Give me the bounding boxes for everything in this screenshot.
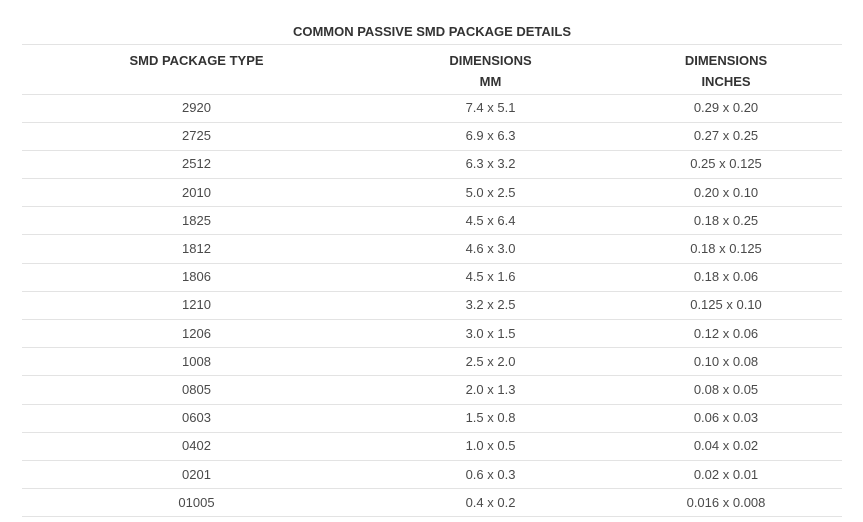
cell-package-type: 01005	[22, 488, 371, 518]
cell-dimensions-mm: 1.0 x 0.5	[371, 432, 610, 461]
cell-dimensions-mm: 3.0 x 1.5	[371, 319, 610, 349]
cell-dimensions-inches: 0.29 x 0.20	[610, 94, 842, 123]
cell-dimensions-inches: 0.20 x 0.10	[610, 178, 842, 208]
cell-package-type: 2512	[22, 150, 371, 180]
cell-dimensions-mm: 6.3 x 3.2	[371, 150, 610, 180]
cell-dimensions-mm: 0.4 x 0.2	[371, 488, 610, 518]
cell-package-type: 0805	[22, 375, 371, 405]
cell-dimensions-mm: 4.5 x 1.6	[371, 263, 610, 292]
cell-package-type: 0402	[22, 432, 371, 461]
header-row: SMD PACKAGE TYPE DIMENSIONS MM DIMENSION…	[22, 45, 842, 95]
cell-dimensions-inches: 0.06 x 0.03	[610, 404, 842, 433]
cell-dimensions-mm: 1.5 x 0.8	[371, 404, 610, 433]
cell-dimensions-inches: 0.08 x 0.05	[610, 375, 842, 405]
cell-dimensions-mm: 5.0 x 2.5	[371, 178, 610, 208]
cell-package-type: 1008	[22, 347, 371, 377]
cell-package-type: 2010	[22, 178, 371, 208]
cell-dimensions-inches: 0.125 x 0.10	[610, 291, 842, 321]
cell-dimensions-inches: 0.25 x 0.125	[610, 150, 842, 180]
column-header-dimensions-mm: DIMENSIONS MM	[371, 45, 610, 95]
cell-dimensions-inches: 0.016 x 0.008	[610, 488, 842, 518]
table-row: 0603 1.5 x 0.8 0.06 x 0.03	[22, 404, 842, 433]
cell-dimensions-mm: 6.9 x 6.3	[371, 122, 610, 151]
cell-package-type: 1806	[22, 263, 371, 292]
table-row: 1825 4.5 x 6.4 0.18 x 0.25	[22, 206, 842, 236]
table-row: 0201 0.6 x 0.3 0.02 x 0.01	[22, 460, 842, 490]
cell-dimensions-mm: 2.5 x 2.0	[371, 347, 610, 377]
table-row: 2010 5.0 x 2.5 0.20 x 0.10	[22, 178, 842, 208]
table-row: 1206 3.0 x 1.5 0.12 x 0.06	[22, 319, 842, 349]
column-header-package-type: SMD PACKAGE TYPE	[22, 45, 371, 95]
table-row: 2512 6.3 x 3.2 0.25 x 0.125	[22, 150, 842, 180]
table-row: 1806 4.5 x 1.6 0.18 x 0.06	[22, 263, 842, 292]
header-line: DIMENSIONS	[449, 53, 532, 68]
cell-dimensions-inches: 0.27 x 0.25	[610, 122, 842, 151]
column-header-dimensions-inches: DIMENSIONS INCHES	[610, 45, 842, 95]
header-unit: MM	[479, 74, 502, 89]
cell-dimensions-inches: 0.04 x 0.02	[610, 432, 842, 461]
table-row: 0805 2.0 x 1.3 0.08 x 0.05	[22, 375, 842, 405]
cell-dimensions-inches: 0.12 x 0.06	[610, 319, 842, 349]
cell-package-type: 2725	[22, 122, 371, 151]
table-row: 1812 4.6 x 3.0 0.18 x 0.125	[22, 234, 842, 264]
header-line: DIMENSIONS	[684, 53, 768, 68]
cell-package-type: 1812	[22, 234, 371, 264]
table-row: 01005 0.4 x 0.2 0.016 x 0.008	[22, 488, 842, 518]
table-row: 2920 7.4 x 5.1 0.29 x 0.20	[22, 94, 842, 123]
cell-package-type: 1210	[22, 291, 371, 321]
cell-dimensions-inches: 0.18 x 0.125	[610, 234, 842, 264]
table-row: 1210 3.2 x 2.5 0.125 x 0.10	[22, 291, 842, 321]
cell-dimensions-inches: 0.02 x 0.01	[610, 460, 842, 490]
cell-package-type: 0201	[22, 460, 371, 490]
header-unit: INCHES	[701, 74, 751, 89]
table-caption: COMMON PASSIVE SMD PACKAGE DETAILS	[22, 20, 842, 45]
cell-dimensions-mm: 0.6 x 0.3	[371, 460, 610, 490]
table-row: 0402 1.0 x 0.5 0.04 x 0.02	[22, 432, 842, 461]
smd-package-table: SMD PACKAGE TYPE DIMENSIONS MM DIMENSION…	[22, 45, 842, 518]
cell-dimensions-mm: 4.6 x 3.0	[371, 234, 610, 264]
cell-dimensions-mm: 4.5 x 6.4	[371, 206, 610, 236]
table-body: 2920 7.4 x 5.1 0.29 x 0.20 2725 6.9 x 6.3 0.2…	[22, 94, 842, 518]
cell-dimensions-mm: 3.2 x 2.5	[371, 291, 610, 321]
cell-package-type: 0603	[22, 404, 371, 433]
table-row: 1008 2.5 x 2.0 0.10 x 0.08	[22, 347, 842, 377]
cell-dimensions-inches: 0.18 x 0.25	[610, 206, 842, 236]
cell-package-type: 2920	[22, 94, 371, 123]
cell-package-type: 1825	[22, 206, 371, 236]
header-line: SMD PACKAGE TYPE	[129, 53, 264, 68]
cell-package-type: 1206	[22, 319, 371, 349]
cell-dimensions-mm: 2.0 x 1.3	[371, 375, 610, 405]
cell-dimensions-inches: 0.10 x 0.08	[610, 347, 842, 377]
cell-dimensions-mm: 7.4 x 5.1	[371, 94, 610, 123]
table-row: 2725 6.9 x 6.3 0.27 x 0.25	[22, 122, 842, 151]
cell-dimensions-inches: 0.18 x 0.06	[610, 263, 842, 292]
